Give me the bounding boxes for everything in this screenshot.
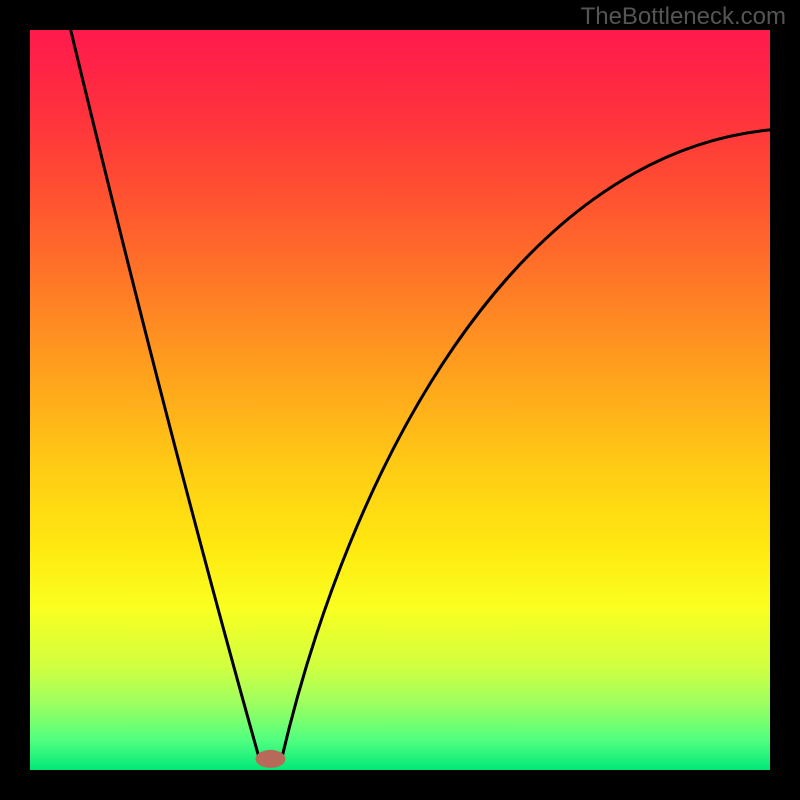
chart-container: { "watermark": { "text": "TheBottleneck.… <box>0 0 800 800</box>
minimum-marker <box>256 750 286 768</box>
bottleneck-chart <box>0 0 800 800</box>
plot-background <box>30 30 770 770</box>
watermark-text: TheBottleneck.com <box>581 3 786 31</box>
